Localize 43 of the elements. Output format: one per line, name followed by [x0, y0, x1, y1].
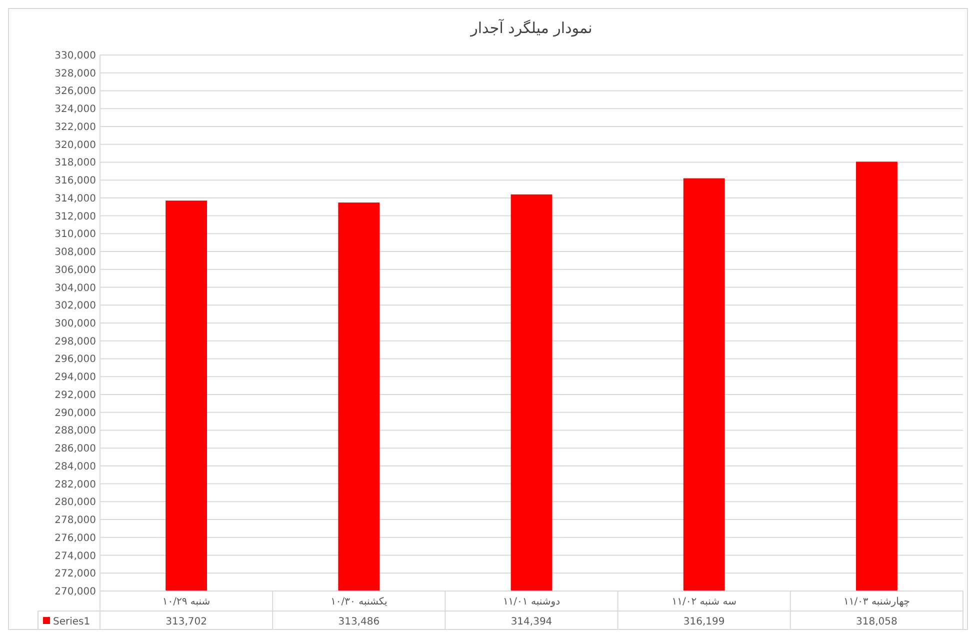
data-label: 318,058	[856, 616, 898, 628]
y-tick-label: 276,000	[54, 532, 96, 544]
data-label: 316,199	[683, 616, 725, 628]
y-tick-label: 302,000	[54, 300, 96, 312]
y-tick-label: 280,000	[54, 497, 96, 508]
x-tick-label: شنبه ۱۰/۲۹	[162, 596, 210, 608]
y-tick-label: 306,000	[54, 264, 96, 276]
x-tick-label: یکشنبه ۱۰/۳۰	[330, 596, 388, 608]
y-tick-label: 312,000	[54, 211, 96, 222]
y-tick-label: 270,000	[54, 586, 96, 598]
x-tick-label: سه شنبه ۱۱/۰۲	[672, 596, 736, 608]
y-tick-label: 328,000	[54, 68, 96, 80]
y-tick-label: 320,000	[54, 140, 96, 151]
y-tick-label: 286,000	[54, 444, 96, 455]
y-tick-label: 284,000	[54, 461, 96, 472]
y-tick-label: 278,000	[54, 515, 96, 526]
y-tick-label: 296,000	[54, 354, 96, 366]
y-tick-label: 294,000	[54, 372, 96, 384]
data-label: 313,702	[166, 616, 207, 628]
y-tick-label: 290,000	[54, 408, 96, 419]
y-tick-label: 310,000	[54, 229, 96, 240]
y-tick-label: 282,000	[54, 479, 96, 490]
y-tick-label: 292,000	[54, 390, 96, 401]
y-tick-label: 314,000	[54, 193, 96, 204]
y-tick-label: 316,000	[54, 176, 96, 187]
chart-title: نمودار میلگرد آجدار	[470, 18, 592, 37]
y-tick-label: 318,000	[54, 158, 96, 169]
x-tick-label: چهارشنبه ۱۱/۰۳	[843, 596, 910, 608]
y-tick-label: 288,000	[54, 426, 96, 437]
y-tick-label: 326,000	[54, 86, 96, 98]
x-tick-label: دوشنبه ۱۱/۰۱	[502, 596, 560, 608]
y-tick-label: 274,000	[54, 550, 96, 562]
data-label: 313,486	[338, 616, 380, 628]
y-tick-label: 272,000	[54, 568, 96, 580]
y-tick-label: 304,000	[54, 282, 96, 294]
y-tick-label: 322,000	[54, 122, 96, 133]
data-label: 314,394	[510, 616, 552, 628]
y-tick-label: 300,000	[54, 318, 96, 330]
legend-label: Series1	[53, 616, 90, 628]
y-tick-label: 298,000	[54, 336, 96, 348]
y-tick-label: 308,000	[54, 247, 96, 258]
y-tick-label: 324,000	[54, 104, 96, 116]
y-tick-label: 330,000	[54, 50, 96, 62]
